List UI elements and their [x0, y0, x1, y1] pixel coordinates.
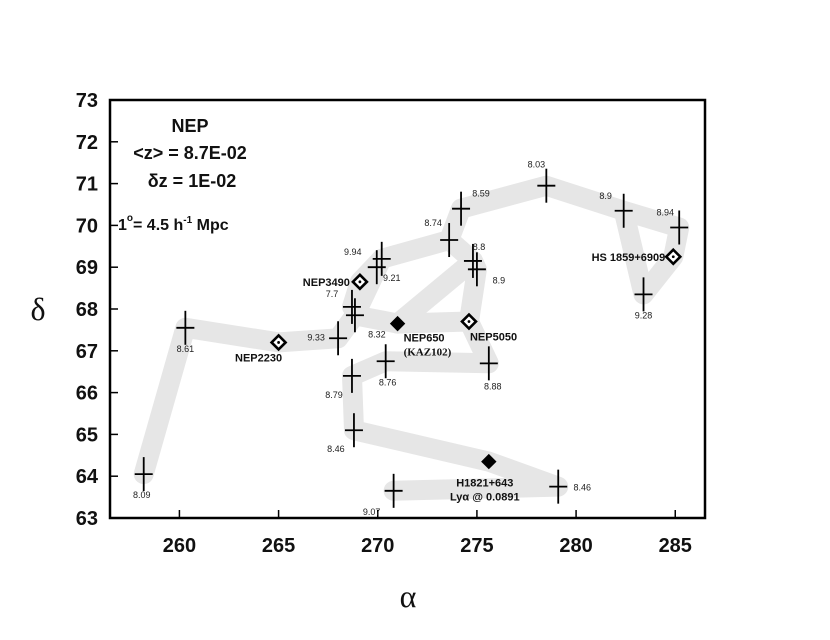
- point-label: 8.88: [484, 381, 502, 391]
- y-tick-label: 65: [76, 424, 98, 446]
- y-tick-label: 66: [76, 383, 98, 405]
- axis-ticks: 260 265 270 275 280 285 63 64 65 66 67 68 69 70 71 72 73: [76, 90, 692, 557]
- filament-4: [439, 230, 483, 271]
- data-point: 9.21: [372, 241, 401, 283]
- data-point: 9.94: [344, 247, 386, 285]
- point-label: 8.61: [177, 344, 195, 354]
- mean-redshift: <z> = 8.7E-02: [133, 143, 247, 163]
- y-tick-label: 70: [76, 215, 98, 237]
- scale-degree-sign: o: [127, 213, 133, 224]
- point-label: 9.33: [307, 332, 325, 342]
- y-tick-label: 72: [76, 132, 98, 154]
- point-label: 8.9: [599, 191, 612, 201]
- point-label: 8.03: [528, 160, 546, 170]
- object-h1821-643: H1821+643 Lyα @ 0.0891: [450, 453, 520, 504]
- chart-title: NEP: [171, 116, 208, 136]
- x-tick-label: 280: [559, 535, 592, 557]
- filled-diamond-marker: [481, 453, 497, 470]
- point-label: 8.59: [472, 189, 490, 199]
- object-label: NEP2230: [235, 352, 282, 364]
- data-point: 8.46: [327, 413, 363, 454]
- y-tick-label: 64: [76, 466, 99, 488]
- object-label: NEP3490: [303, 277, 350, 289]
- point-label: 8.8: [473, 242, 486, 252]
- data-point: 8.61: [176, 310, 195, 354]
- y-tick-label: 71: [76, 174, 98, 196]
- point-label: 9.28: [635, 310, 653, 320]
- data-point: 9.33: [307, 321, 348, 356]
- object-nep5050: NEP5050: [460, 312, 517, 344]
- data-point: 8.76: [376, 344, 397, 387]
- y-axis-label: δ: [30, 291, 45, 327]
- data-point: 8.32: [345, 298, 386, 339]
- data-point: 8.03: [528, 160, 556, 203]
- data-point: 8.8: [463, 242, 486, 278]
- scale-exponent: -1: [183, 215, 192, 226]
- data-point: 8.88: [479, 346, 502, 391]
- point-label: 9.21: [383, 273, 401, 283]
- point-label: 8.46: [573, 483, 591, 493]
- redshift-width: δz = 1E-02: [148, 171, 236, 191]
- data-point: 7.7: [326, 289, 361, 324]
- y-tick-label: 63: [76, 508, 98, 530]
- point-label: 8.9: [493, 275, 506, 285]
- point-label: 8.32: [368, 329, 386, 339]
- object-label: HS 1859+6909: [592, 252, 666, 264]
- point-label: 8.46: [327, 444, 345, 454]
- object-label: NEP650: [404, 333, 445, 345]
- point-label: 8.94: [656, 207, 674, 217]
- scale-annotation: 1o= 4.5 h-1 Mpc: [118, 213, 229, 234]
- point-label: 9.94: [344, 247, 362, 257]
- y-tick-label: 69: [76, 257, 98, 279]
- filament-0: [133, 305, 569, 501]
- data-points: 8.09 8.61 9.33 7.7 8.32 8.79 8.46 9.94 9.21 8.76 9…: [133, 160, 689, 517]
- data-point: 8.9: [467, 252, 506, 287]
- scale-lhs: 1: [118, 217, 127, 234]
- y-tick-label: 68: [76, 299, 98, 321]
- marker-center-dot: [467, 320, 471, 323]
- x-tick-label: 260: [163, 535, 196, 557]
- data-point: 9.28: [634, 277, 653, 320]
- object-hs-1859-6909: HS 1859+6909: [592, 247, 683, 266]
- point-label: 8.76: [379, 377, 397, 387]
- y-tick-label: 67: [76, 341, 98, 363]
- data-point: 9.07: [363, 473, 403, 517]
- x-tick-label: 270: [361, 535, 394, 557]
- point-label: 9.07: [363, 507, 381, 517]
- x-tick-label: 275: [460, 535, 493, 557]
- y-tick-label: 73: [76, 90, 98, 112]
- object-label: NEP5050: [470, 332, 517, 344]
- point-label: 7.7: [326, 289, 339, 299]
- data-point: 8.74: [424, 218, 459, 258]
- marker-center-dot: [277, 341, 280, 344]
- filament-1: [342, 175, 690, 317]
- data-point: 8.9: [599, 191, 633, 228]
- object-nep3490: NEP3490: [303, 272, 369, 291]
- point-label: 8.09: [133, 490, 151, 500]
- x-axis-label: α: [400, 578, 417, 614]
- object-nep2230: NEP2230: [235, 333, 288, 364]
- data-point: 8.94: [656, 207, 689, 245]
- data-point: 8.09: [133, 457, 153, 500]
- object-label: H1821+643: [456, 478, 513, 490]
- named-objects: NEP2230 NEP3490 NEP650 (KAZ102) NEP5050 HS 18…: [235, 247, 683, 504]
- data-point: 8.46: [549, 469, 591, 504]
- x-tick-label: 285: [659, 535, 692, 557]
- scale-equals: = 4.5 h: [133, 217, 183, 234]
- object-nep650: NEP650 (KAZ102): [389, 315, 452, 359]
- data-point: 8.59: [452, 189, 490, 226]
- x-tick-label: 265: [262, 535, 295, 557]
- data-point: 8.79: [325, 358, 361, 400]
- marker-center-dot: [358, 280, 362, 284]
- filled-diamond-marker: [389, 315, 406, 332]
- marker-center-dot: [671, 255, 675, 259]
- point-label: 8.79: [325, 390, 343, 400]
- object-sublabel: (KAZ102): [404, 347, 452, 359]
- point-label: 8.74: [424, 218, 442, 228]
- scale-unit: Mpc: [192, 217, 229, 234]
- object-sublabel: Lyα @ 0.0891: [450, 492, 520, 504]
